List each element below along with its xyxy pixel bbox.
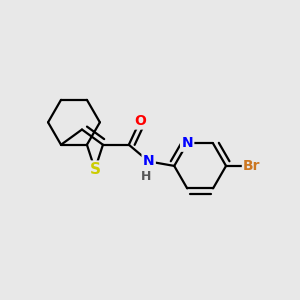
Text: O: O — [134, 114, 146, 128]
Text: H: H — [141, 170, 151, 183]
Text: S: S — [89, 162, 100, 177]
Text: Br: Br — [243, 159, 261, 173]
Text: N: N — [143, 154, 154, 168]
Text: N: N — [182, 136, 193, 151]
